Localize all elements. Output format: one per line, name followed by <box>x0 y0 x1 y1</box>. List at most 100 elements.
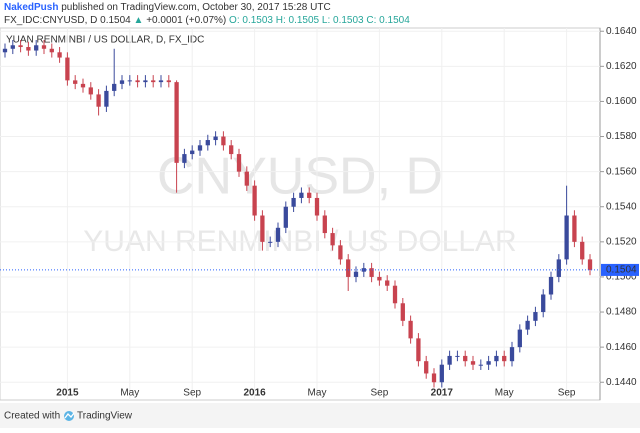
candle-body <box>291 197 296 207</box>
candle-body <box>572 215 577 242</box>
y-tick-label: 0.1560 <box>606 166 637 177</box>
last-price-box <box>601 263 639 276</box>
candle-body <box>57 52 62 58</box>
candle-body <box>314 197 320 216</box>
footer-bar <box>0 403 640 428</box>
change: +0.0001 (+0.07%) <box>146 15 226 26</box>
footer-brand[interactable]: TradingView <box>77 411 133 422</box>
candle-body <box>548 276 554 295</box>
x-tick-label: Sep <box>558 388 576 399</box>
candle-body <box>96 94 101 107</box>
candle-body <box>197 145 203 151</box>
candle-body <box>268 241 273 243</box>
candle-body <box>307 192 312 198</box>
x-tick-label: May <box>495 388 514 399</box>
plot: 0.1440 0.1460 0.1480 0.1500 0.1520 0.1540 0.15… <box>0 26 639 400</box>
candle-body <box>338 245 343 260</box>
candle-body <box>369 268 374 277</box>
candle-body <box>353 271 359 277</box>
footer-created: Created with <box>4 411 60 422</box>
candle-body <box>18 45 23 48</box>
y-tick-label: 0.1540 <box>606 201 637 212</box>
candle-body <box>10 45 15 49</box>
candle-body <box>408 320 413 339</box>
candle-body <box>392 285 398 304</box>
y-tick-label: 0.1620 <box>606 61 637 72</box>
candle-body <box>400 303 405 321</box>
candle-body <box>587 259 593 270</box>
candle-body <box>463 355 468 362</box>
quote-line: FX_IDC:CNYUSD, D 0.1504 ▲ +0.0001 (+0.07… <box>4 15 410 26</box>
candle-body <box>166 80 171 83</box>
candle-body <box>564 215 569 260</box>
candle-body <box>486 361 491 365</box>
candle-body <box>346 259 351 277</box>
candle-body <box>182 154 187 163</box>
y-tick-label: 0.1640 <box>606 26 637 37</box>
candle-body <box>119 80 125 84</box>
candle-body <box>151 80 156 83</box>
candle-body <box>283 206 288 228</box>
candle-body <box>470 361 476 365</box>
candle-body <box>213 136 218 141</box>
candle-body <box>229 145 234 155</box>
x-tick-label: 2016 <box>243 388 266 399</box>
up-arrow: ▲ <box>134 15 144 26</box>
chart-title: YUAN RENMINBI / US DOLLAR, D, FX_IDC <box>6 35 204 46</box>
candle-body <box>73 80 78 84</box>
candle-body <box>580 241 585 260</box>
header-line: NakedPush published on TradingView.com, … <box>4 2 331 13</box>
x-tick-label: 2015 <box>56 388 79 399</box>
candle-body <box>135 80 140 83</box>
candle-body <box>377 276 382 281</box>
candle-body <box>260 215 265 242</box>
candle-body <box>244 171 249 186</box>
candle-body <box>2 48 8 53</box>
last-price-label: 0.1504 <box>606 265 637 276</box>
x-tick-label: May <box>308 388 327 399</box>
x-tick-label: 2017 <box>431 388 454 399</box>
candle-body <box>322 215 327 234</box>
y-tick-label: 0.1480 <box>606 307 637 318</box>
candle-body <box>502 355 507 362</box>
candle-body <box>533 312 538 321</box>
candle-body <box>190 150 195 155</box>
candle-body <box>127 80 132 82</box>
candle-body <box>447 355 452 365</box>
candle-body <box>494 355 499 362</box>
candle-body <box>41 45 47 49</box>
candle-body <box>26 47 31 51</box>
candle-body <box>299 192 304 198</box>
candle-body <box>221 136 226 146</box>
tv-logo <box>64 411 75 421</box>
x-tick-label: Sep <box>183 388 201 399</box>
author[interactable]: NakedPush <box>4 2 58 13</box>
candle-body <box>34 45 39 51</box>
candle-body <box>65 57 70 81</box>
y-tick-label: 0.1500 <box>606 272 637 283</box>
x-tick-label: May <box>120 388 139 399</box>
published: published on TradingView.com, October 30… <box>61 2 330 13</box>
y-tick-label: 0.1600 <box>606 96 637 107</box>
candle-body <box>104 90 109 107</box>
candle-body <box>49 48 54 53</box>
candle-body <box>88 87 93 95</box>
candle-body <box>416 338 421 362</box>
candle-body <box>541 294 546 313</box>
candle-body <box>236 154 242 172</box>
candle-body <box>112 83 117 91</box>
candle-body <box>478 364 483 366</box>
candle-body <box>424 361 429 374</box>
close: C: 0.1504 <box>366 15 410 26</box>
candle-body <box>143 80 148 83</box>
candle-body <box>517 329 522 348</box>
candle-body <box>275 227 281 242</box>
candle-body <box>252 185 257 216</box>
candle-body <box>205 140 210 146</box>
x-tick-label: Sep <box>371 388 389 399</box>
y-tick-label: 0.1440 <box>606 377 637 388</box>
candle-body <box>330 233 335 246</box>
candle-body <box>80 83 86 88</box>
